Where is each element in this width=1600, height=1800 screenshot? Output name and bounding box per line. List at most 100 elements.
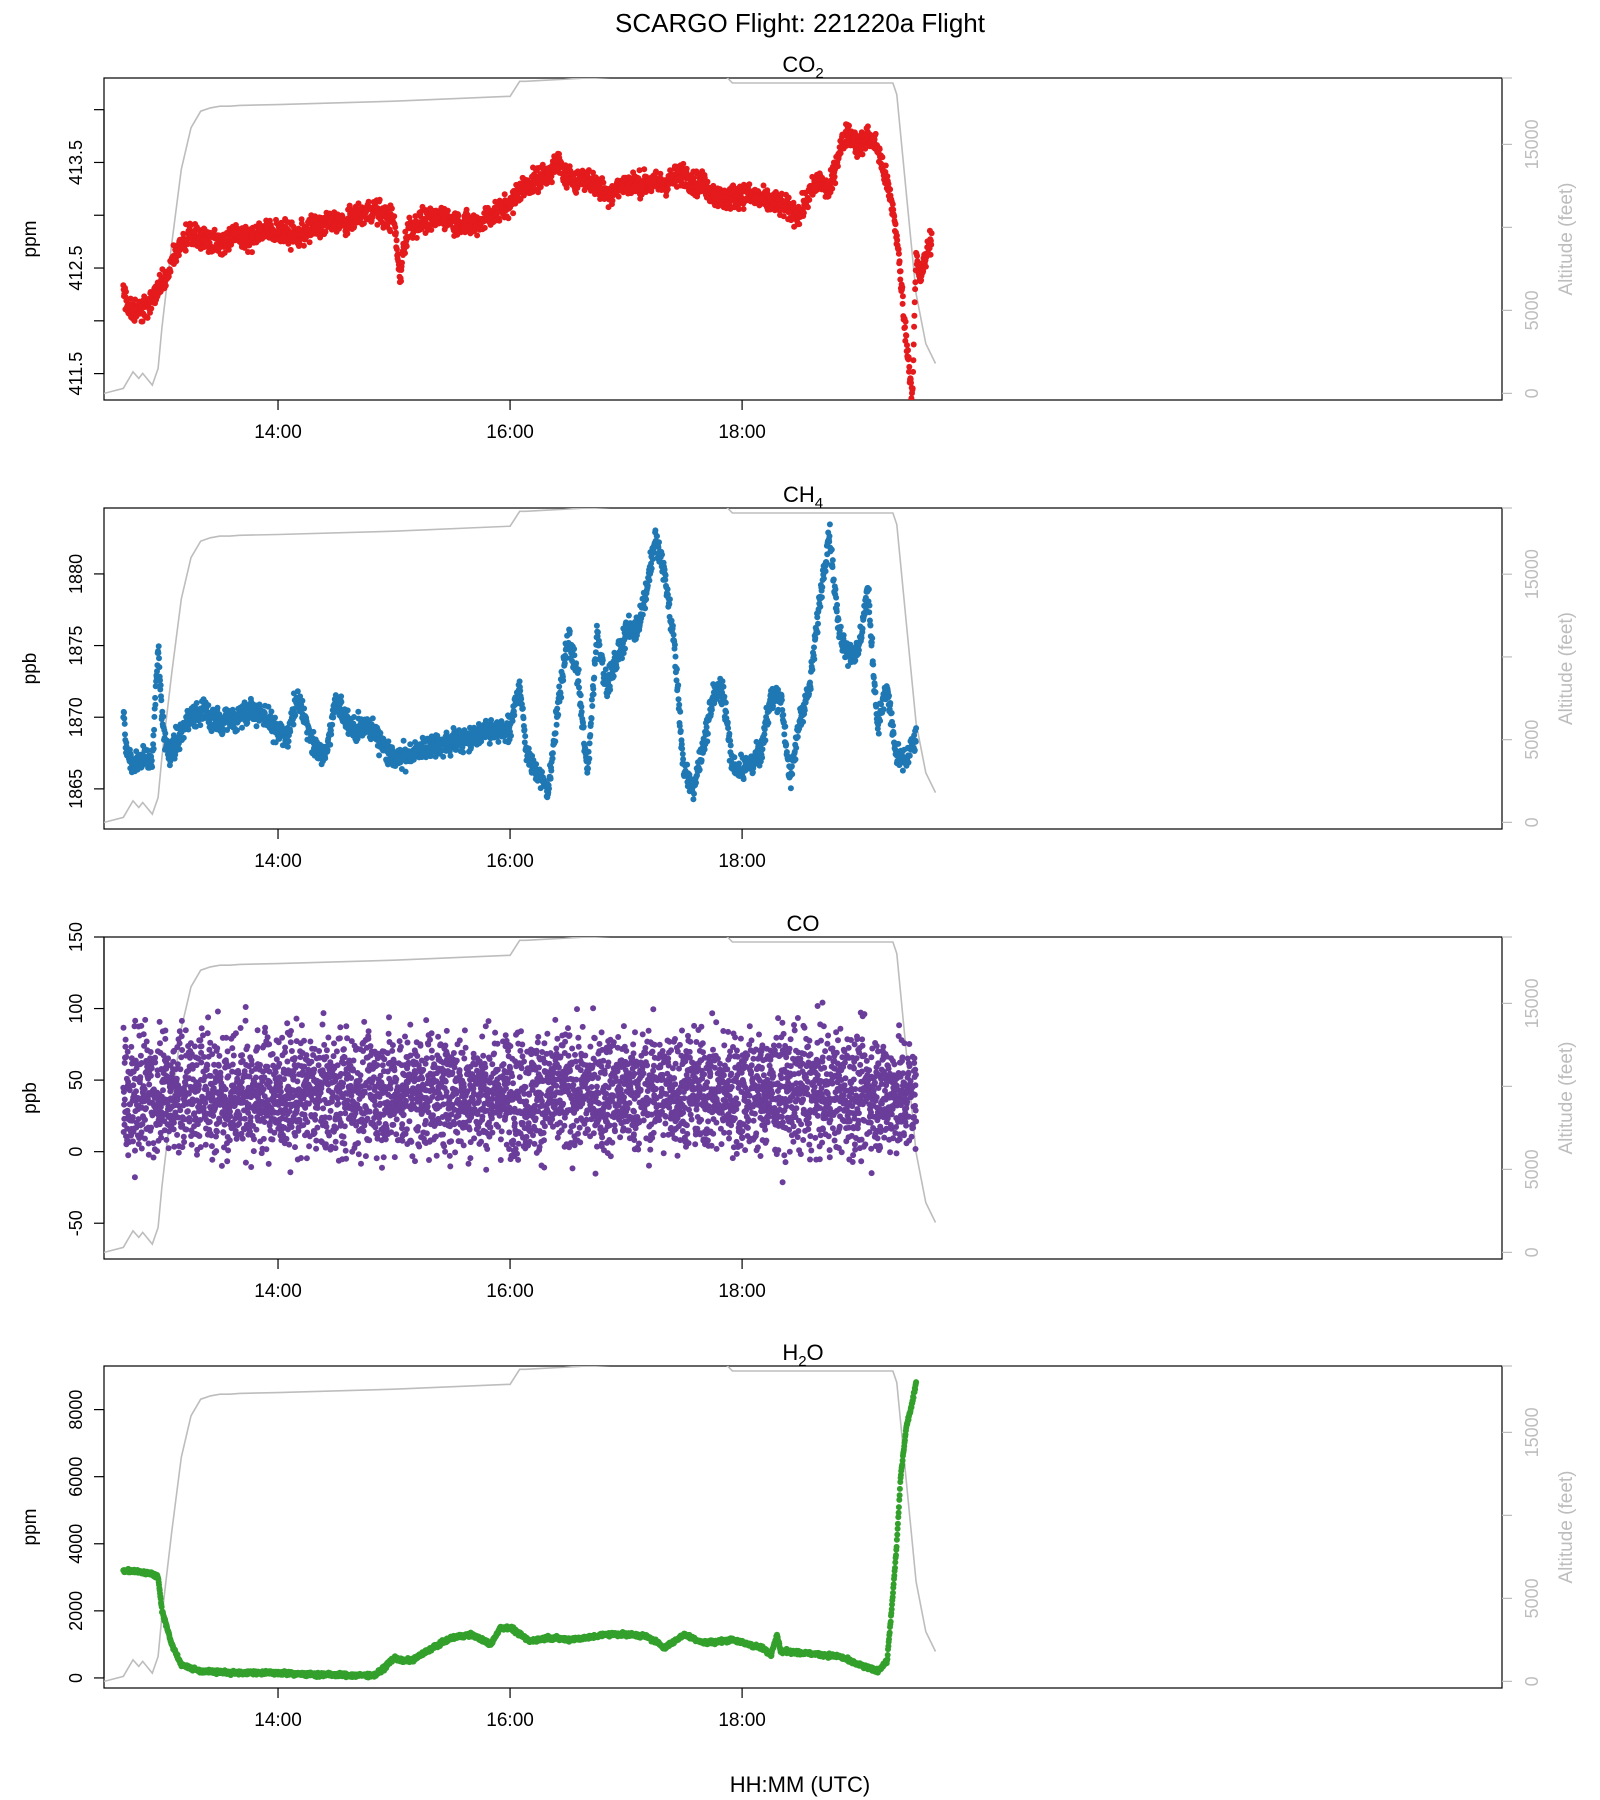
co2-data-point: [912, 279, 919, 286]
ch4-data-point: [668, 617, 675, 624]
co2-data-point: [322, 228, 329, 235]
ch4-data-point: [625, 612, 632, 619]
ch4-data-point: [150, 741, 157, 748]
co2-data-point: [760, 182, 767, 189]
ch4-data-point: [788, 763, 795, 770]
ch4-data-point: [519, 705, 526, 712]
co2-data-point: [896, 258, 903, 265]
ch4-data-point: [556, 683, 563, 690]
ch4-data-point: [906, 752, 913, 759]
co-data-point: [135, 1141, 142, 1147]
ch4-data-point: [151, 713, 158, 720]
ch4-data-point: [820, 575, 827, 582]
ch4-data-point: [585, 748, 592, 755]
ch4-data-point: [560, 677, 567, 684]
ch4-data-point: [818, 594, 825, 601]
ch4-data-point: [727, 742, 734, 749]
co-data-point: [138, 1060, 145, 1066]
ch4-data-point: [782, 723, 789, 730]
ch4-data-point: [867, 622, 874, 629]
co2-data-point: [909, 385, 916, 392]
ch4-data-point: [811, 656, 818, 663]
ch4-data-point: [121, 715, 128, 722]
ch4-data-point: [575, 666, 582, 673]
ch4-data-point: [840, 632, 847, 639]
ch4-data-point: [878, 701, 885, 708]
ch4-data-point: [613, 664, 620, 671]
ch4-data-point: [643, 596, 650, 603]
ch4-data-point: [150, 745, 157, 752]
ch4-data-point: [571, 646, 578, 652]
ch4-data-point: [571, 652, 578, 659]
ch4-data-point: [792, 756, 799, 763]
ch4-data-point: [886, 692, 892, 699]
ch4-data-point: [659, 551, 665, 558]
co2-x-tick-label: 16:00: [486, 422, 534, 443]
co2-data-point: [904, 342, 910, 349]
ch4-data-point: [219, 730, 226, 737]
ch4-data-point: [509, 718, 516, 724]
ch4-data-point: [724, 719, 731, 726]
ch4-panel-title: CH4: [783, 482, 823, 512]
co2-altitude-line: [104, 78, 937, 395]
co2-title-subscript: 2: [815, 65, 823, 82]
co2-data-point: [922, 263, 929, 270]
ch4-data-point: [809, 666, 816, 673]
ch4-data-point: [887, 700, 894, 706]
ch4-data-point: [555, 711, 562, 718]
ch4-data-point: [561, 660, 568, 667]
ch4-data-point: [676, 701, 683, 708]
co2-data-point: [690, 175, 697, 181]
ch4-data-point: [521, 726, 528, 733]
co2-data-point: [680, 160, 687, 167]
co2-data-point: [834, 163, 841, 170]
ch4-data-point: [698, 757, 705, 764]
ch4-data-point: [549, 750, 556, 757]
co2-data-point: [790, 199, 797, 206]
co2-data-point: [780, 213, 787, 220]
ch4-data-point: [684, 761, 691, 768]
co2-data-point: [141, 293, 148, 300]
ch4-data-point: [761, 731, 768, 738]
co2-data-point: [573, 189, 580, 196]
ch4-x-tick-label: 16:00: [486, 851, 534, 872]
ch4-data-point: [440, 753, 447, 760]
co2-data-point: [879, 154, 886, 161]
ch4-data-point: [511, 712, 518, 719]
ch4-data-point: [121, 709, 127, 716]
co2-data-point: [393, 246, 400, 253]
ch4-data-point: [780, 711, 787, 718]
co2-data-point: [548, 179, 555, 186]
ch4-data-point: [649, 556, 656, 563]
co-y-tick-label: 50: [66, 1070, 86, 1090]
ch4-data-point: [811, 644, 817, 651]
ch4-data-point: [834, 601, 841, 608]
ch4-alt-axis-label: Altitude (feet): [1556, 612, 1577, 725]
ch4-data-point: [806, 690, 812, 697]
ch4-data-point: [721, 693, 728, 700]
co2-data-point: [609, 197, 616, 204]
ch4-data-point: [664, 586, 671, 593]
ch4-data-point: [253, 723, 260, 730]
ch4-data-point: [385, 738, 392, 745]
ch4-data-point: [588, 696, 595, 703]
figure-title: SCARGO Flight: 221220a Flight: [615, 8, 986, 38]
ch4-data-point: [599, 657, 606, 664]
co-alt-axis-label: Altitude (feet): [1556, 1042, 1577, 1155]
ch4-data-point: [533, 761, 540, 768]
co2-alt-tick-label: 0: [1522, 388, 1542, 398]
co2-data-point: [884, 173, 891, 180]
ch4-data-point: [151, 726, 158, 733]
co2-data-point: [392, 229, 399, 236]
ch4-data-point: [460, 749, 467, 756]
co2-data-point: [837, 150, 844, 157]
co2-data-point: [388, 205, 395, 212]
co-data-point: [131, 1174, 138, 1181]
ch4-data-point: [801, 707, 808, 714]
ch4-data-point: [516, 678, 523, 685]
co2-data-point: [918, 277, 925, 284]
co2-data-point: [287, 246, 294, 253]
co2-data-point: [391, 213, 398, 220]
co2-data-point: [306, 239, 313, 246]
